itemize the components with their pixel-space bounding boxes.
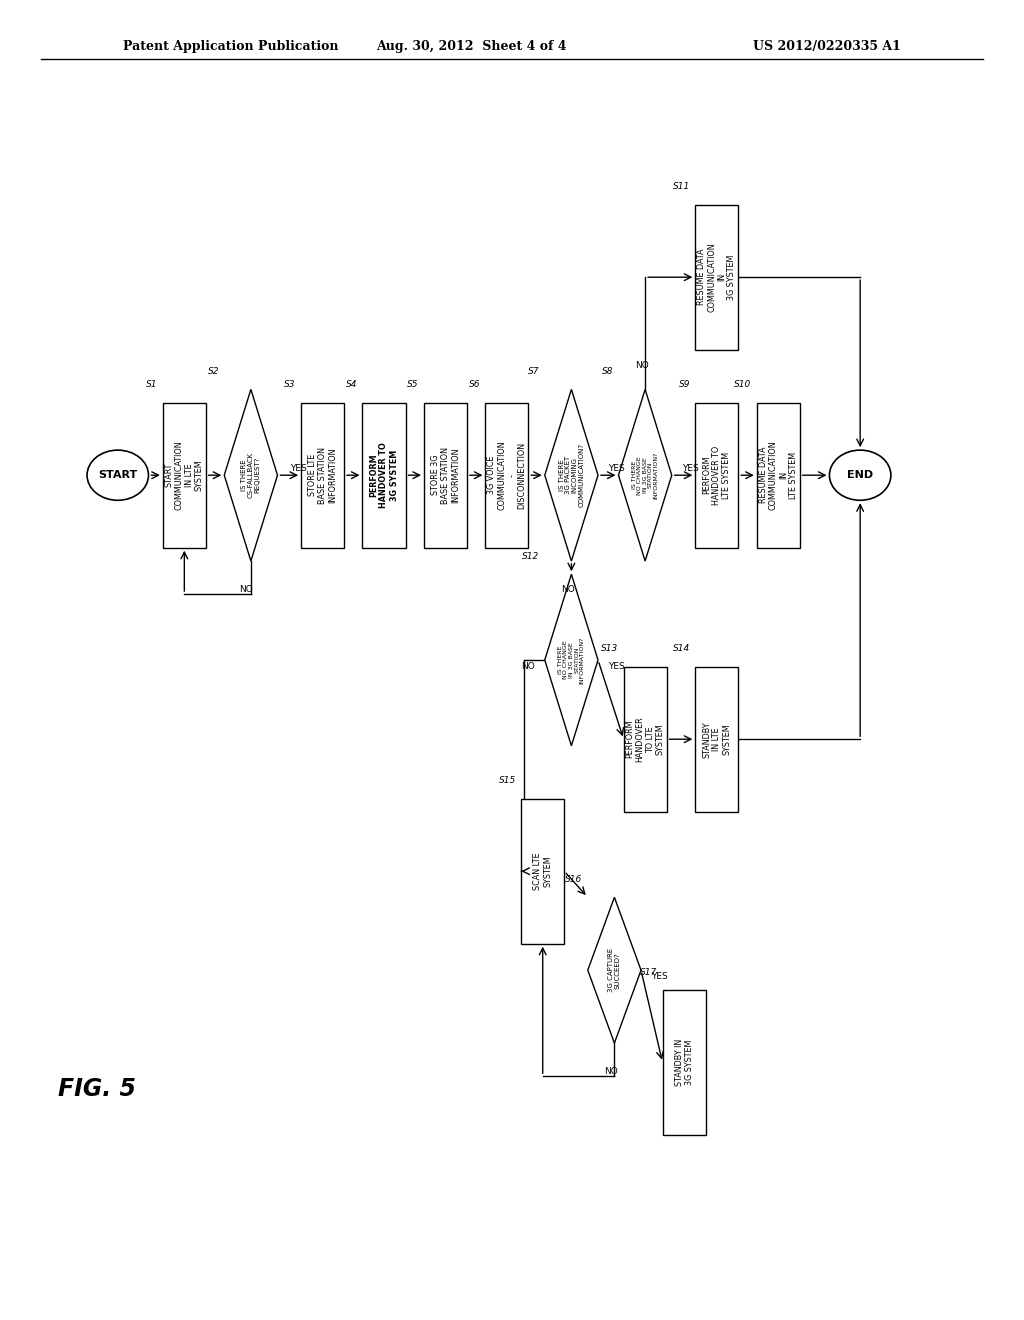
Bar: [163, 403, 206, 548]
Text: IS THERE
NO CHANGE
IN 3G BASE
STATION
INFORMATION?: IS THERE NO CHANGE IN 3G BASE STATION IN…: [558, 636, 585, 684]
Text: STORE 3G
BASE STATION
INFORMATION: STORE 3G BASE STATION INFORMATION: [431, 446, 460, 504]
Text: S16: S16: [565, 875, 583, 884]
Bar: [757, 403, 800, 548]
Text: YES: YES: [290, 465, 306, 473]
Text: Patent Application Publication: Patent Application Publication: [123, 40, 338, 53]
Text: S14: S14: [673, 644, 690, 653]
Polygon shape: [545, 389, 598, 561]
Text: YES: YES: [651, 973, 668, 981]
Polygon shape: [224, 389, 278, 561]
Text: S5: S5: [408, 380, 419, 389]
Text: S11: S11: [673, 182, 690, 191]
Text: S3: S3: [285, 380, 296, 389]
Polygon shape: [545, 574, 598, 746]
Text: PERFORM
HANDOVER
TO LTE
SYSTEM: PERFORM HANDOVER TO LTE SYSTEM: [626, 717, 665, 762]
Text: STANDBY IN
3G SYSTEM: STANDBY IN 3G SYSTEM: [675, 1039, 693, 1086]
Bar: [362, 403, 406, 548]
Text: STORE LTE
BASE STATION
INFORMATION: STORE LTE BASE STATION INFORMATION: [308, 446, 337, 504]
Text: SCAN LTE
SYSTEM: SCAN LTE SYSTEM: [534, 853, 552, 890]
Text: S15: S15: [499, 776, 516, 785]
Text: 3G VOICE
COMMUNICATION
-
DISCONNECTION: 3G VOICE COMMUNICATION - DISCONNECTION: [487, 441, 526, 510]
Text: RESUME DATA
COMMUNICATION
IN
3G SYSTEM: RESUME DATA COMMUNICATION IN 3G SYSTEM: [697, 243, 736, 312]
Bar: [695, 403, 738, 548]
Text: S12: S12: [522, 552, 540, 561]
Text: IS THERE
3G PACKET
INCOMING
COMMUNICATION?: IS THERE 3G PACKET INCOMING COMMUNICATIO…: [559, 444, 584, 507]
Bar: [663, 990, 706, 1135]
Text: S7: S7: [528, 367, 540, 376]
Polygon shape: [588, 898, 641, 1043]
Bar: [424, 403, 467, 548]
Bar: [301, 403, 344, 548]
Text: S4: S4: [346, 380, 357, 389]
Text: START
COMMUNICATION
IN LTE
SYSTEM: START COMMUNICATION IN LTE SYSTEM: [165, 441, 204, 510]
Text: S10: S10: [734, 380, 752, 389]
Text: S9: S9: [679, 380, 690, 389]
Text: PERFORM
HANDOVER TO
LTE SYSTEM: PERFORM HANDOVER TO LTE SYSTEM: [702, 446, 731, 504]
Text: S6: S6: [469, 380, 480, 389]
Text: S13: S13: [601, 644, 618, 653]
Text: YES: YES: [608, 465, 625, 473]
Text: US 2012/0220335 A1: US 2012/0220335 A1: [754, 40, 901, 53]
Text: S8: S8: [602, 367, 613, 376]
Text: NO: NO: [521, 663, 535, 671]
Bar: [521, 799, 564, 944]
Text: Aug. 30, 2012  Sheet 4 of 4: Aug. 30, 2012 Sheet 4 of 4: [376, 40, 566, 53]
Text: NO: NO: [635, 360, 649, 370]
Text: IS THERE
NO CHANGE
IN 3G BASE
STATION
INFORMATION?: IS THERE NO CHANGE IN 3G BASE STATION IN…: [632, 451, 658, 499]
Text: NO: NO: [239, 585, 253, 594]
Text: NO: NO: [604, 1067, 618, 1076]
Ellipse shape: [829, 450, 891, 500]
Bar: [485, 403, 528, 548]
Text: END: END: [847, 470, 873, 480]
Polygon shape: [618, 389, 672, 561]
Text: IS THERE
CS-FALLBACK
REQUEST?: IS THERE CS-FALLBACK REQUEST?: [242, 453, 260, 498]
Bar: [695, 667, 738, 812]
Text: S1: S1: [146, 380, 158, 389]
Text: RESUME DATA
COMMUNICATION
IN
LTE SYSTEM: RESUME DATA COMMUNICATION IN LTE SYSTEM: [759, 441, 798, 510]
Text: YES: YES: [608, 663, 625, 671]
Text: S17: S17: [640, 968, 657, 977]
Text: S2: S2: [208, 367, 219, 376]
Bar: [695, 205, 738, 350]
Ellipse shape: [87, 450, 148, 500]
Text: START: START: [98, 470, 137, 480]
Text: STANDBY
IN LTE
SYSTEM: STANDBY IN LTE SYSTEM: [702, 721, 731, 758]
Text: 3G CAPTURE
SUCCEED?: 3G CAPTURE SUCCEED?: [608, 948, 621, 993]
Text: YES: YES: [682, 465, 698, 473]
Bar: [624, 667, 667, 812]
Text: NO: NO: [561, 585, 575, 594]
Text: PERFORM
HANDOVER TO
3G SYSTEM: PERFORM HANDOVER TO 3G SYSTEM: [370, 442, 398, 508]
Text: FIG. 5: FIG. 5: [58, 1077, 136, 1101]
